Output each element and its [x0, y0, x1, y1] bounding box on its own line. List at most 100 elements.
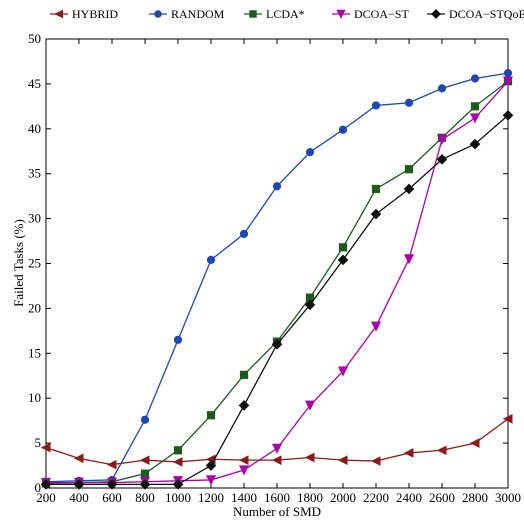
data-point — [206, 255, 216, 265]
y-axis: 0 5 10 15 20 25 30 35 40 45 50 — [28, 31, 508, 495]
legend-item: DCOA−ST — [332, 7, 409, 21]
data-point — [370, 321, 382, 332]
data-point — [371, 101, 381, 110]
data-point — [173, 446, 183, 455]
data-point — [172, 457, 183, 467]
series-line — [46, 114, 509, 486]
x-tick-label: 1800 — [297, 490, 323, 505]
x-tick-label: 1200 — [198, 490, 224, 505]
data-point — [469, 438, 480, 448]
data-point — [337, 366, 349, 377]
data-point — [271, 443, 283, 454]
legend-label: LCDA* — [266, 7, 305, 21]
data-point — [272, 182, 282, 191]
x-tick-label: 2800 — [462, 490, 488, 505]
data-point — [469, 138, 481, 150]
data-point — [140, 469, 150, 478]
data-point — [338, 125, 348, 134]
plot-frame — [45, 38, 509, 489]
data-point — [403, 448, 414, 458]
x-tick-label: 1000 — [165, 490, 191, 505]
x-tick-label: 3000 — [495, 490, 521, 505]
x-tick-label: 800 — [135, 490, 155, 505]
data-point — [238, 455, 249, 465]
data-point — [73, 479, 85, 490]
data-point — [370, 456, 381, 466]
data-point — [436, 154, 448, 165]
series-group — [40, 76, 514, 488]
x-tick-label: 2000 — [330, 490, 356, 505]
y-tick-label: 20 — [28, 300, 41, 315]
x-tick-label: 200 — [36, 490, 56, 505]
y-tick-label: 40 — [28, 121, 41, 136]
series-layer — [40, 69, 514, 490]
y-tick-label: 30 — [28, 211, 41, 226]
legend-item: LCDA* — [244, 7, 305, 21]
data-point — [371, 184, 381, 194]
data-point — [304, 452, 315, 463]
series-group — [40, 110, 514, 490]
data-point — [502, 76, 514, 87]
y-tick-label: 50 — [28, 31, 41, 46]
legend-marker — [154, 10, 162, 18]
legend-label: DCOA−ST — [354, 7, 409, 21]
data-point — [338, 243, 348, 252]
y-axis-label: Failed Tasks (%) — [11, 219, 26, 307]
data-point — [206, 411, 216, 420]
data-point — [271, 455, 282, 465]
data-point — [239, 370, 249, 379]
data-point — [140, 415, 150, 424]
y-tick-label: 15 — [28, 345, 41, 360]
data-point — [436, 134, 448, 145]
data-point — [304, 299, 316, 311]
legend-label: HYBRID — [72, 7, 118, 21]
data-point — [238, 400, 250, 411]
x-tick-label: 2200 — [363, 490, 389, 505]
data-point — [139, 479, 151, 490]
y-tick-label: 35 — [28, 166, 41, 181]
x-axis-label: Number of SMD — [233, 504, 321, 519]
x-tick-label: 2600 — [429, 490, 455, 505]
data-point — [437, 84, 447, 93]
legend-label: RANDOM — [171, 7, 225, 21]
y-tick-label: 5 — [35, 435, 42, 450]
data-point — [370, 208, 382, 220]
legend-label: DCOA−STQoE — [449, 7, 524, 21]
data-point — [337, 455, 348, 465]
data-point — [173, 335, 183, 344]
data-point — [238, 465, 250, 476]
data-point — [305, 148, 315, 157]
data-point — [205, 475, 217, 486]
data-point — [304, 400, 316, 411]
x-tick-label: 2400 — [396, 490, 422, 505]
legend-item: RANDOM — [149, 7, 225, 21]
data-point — [469, 113, 481, 124]
legend-marker — [54, 9, 64, 19]
data-point — [172, 479, 184, 490]
x-tick-label: 400 — [69, 490, 89, 505]
data-point — [239, 229, 249, 238]
data-point — [470, 74, 480, 83]
data-point — [404, 165, 414, 174]
legend: HYBRID RANDOM LCDA* DCOA−ST DCOA−STQoE — [50, 7, 524, 21]
x-tick-label: 600 — [102, 490, 122, 505]
series-group — [40, 414, 513, 470]
series-group — [41, 69, 513, 486]
legend-item: HYBRID — [50, 7, 118, 21]
data-point — [502, 110, 514, 121]
legend-marker — [336, 9, 346, 19]
data-point — [403, 254, 415, 265]
y-tick-label: 25 — [28, 256, 41, 271]
y-tick-label: 45 — [28, 76, 41, 91]
y-tick-label: 0 — [35, 480, 42, 495]
x-axis: 200 400 600 800 1000 1200 1400 1600 1800 2000 2200… — [36, 39, 521, 505]
data-point — [436, 445, 447, 456]
data-point — [403, 183, 415, 195]
legend-item: DCOA−STQoE — [427, 7, 524, 21]
data-point — [503, 69, 513, 78]
data-point — [271, 339, 283, 350]
data-point — [73, 453, 84, 464]
data-point — [139, 455, 150, 465]
data-point — [106, 459, 117, 470]
